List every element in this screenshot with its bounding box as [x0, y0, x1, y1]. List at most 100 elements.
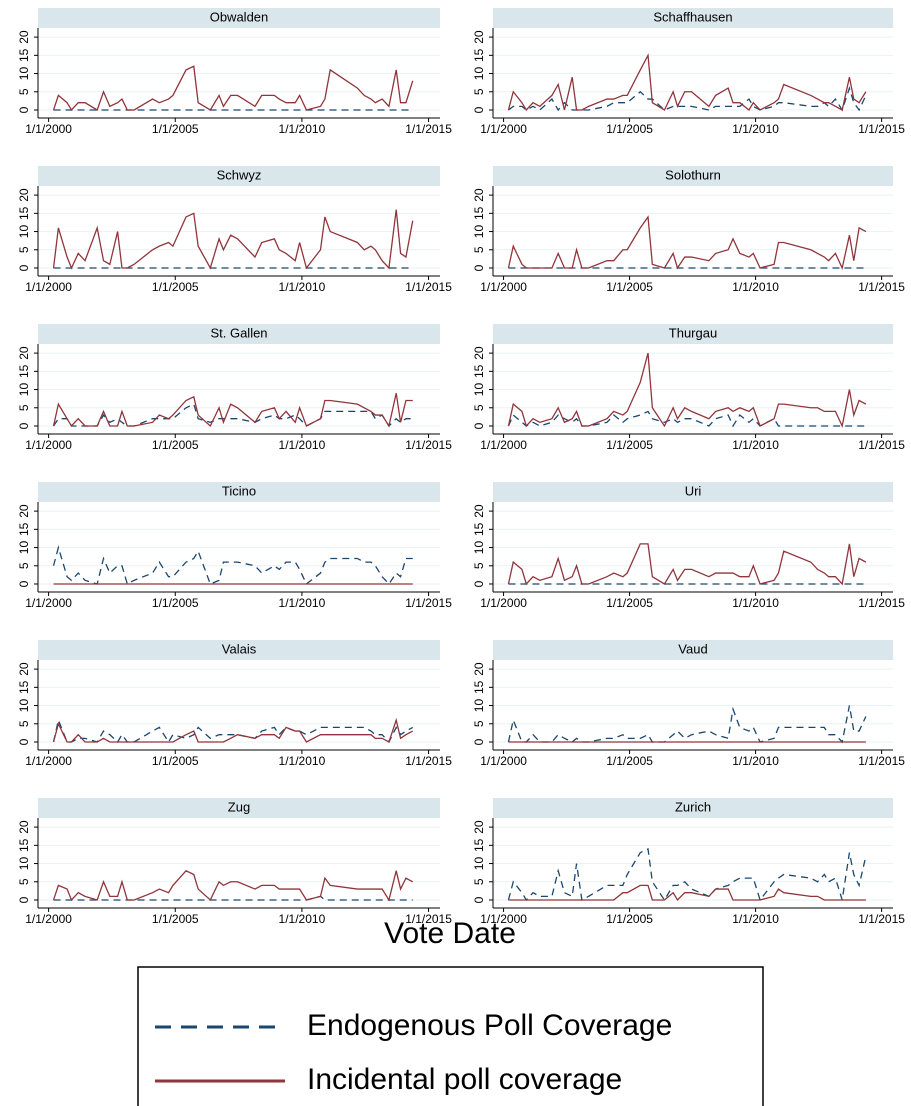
- x-tick-label: 1/1/2015: [405, 438, 452, 452]
- x-tick-label: 1/1/2000: [25, 596, 72, 610]
- panel-header: [493, 798, 893, 818]
- panel-title: Thurgau: [669, 325, 717, 340]
- y-tick-label: 10: [472, 541, 486, 555]
- x-tick-label: 1/1/2010: [732, 596, 779, 610]
- series-line: [53, 895, 413, 901]
- series-line: [507, 53, 867, 112]
- y-tick-label: 5: [17, 878, 31, 885]
- legend-label: Incidental poll coverage: [307, 1063, 622, 1096]
- x-tick-label: 1/1/2015: [858, 596, 905, 610]
- x-tick-label: 1/1/2005: [152, 912, 199, 926]
- series-line: [52, 545, 413, 586]
- y-tick-label: 15: [472, 206, 486, 220]
- y-tick-label: 15: [17, 364, 31, 378]
- y-tick-label: 15: [472, 364, 486, 378]
- y-tick-label: 20: [17, 30, 31, 44]
- y-tick-label: 0: [472, 738, 486, 745]
- x-tick-label: 1/1/2015: [858, 754, 905, 768]
- panel-title: Schwyz: [217, 167, 262, 182]
- series-line: [508, 85, 867, 112]
- y-tick-label: 20: [472, 188, 486, 202]
- x-tick-label: 1/1/2000: [25, 754, 72, 768]
- y-tick-label: 20: [17, 662, 31, 676]
- y-tick-label: 15: [17, 680, 31, 694]
- panel-header: [493, 166, 893, 186]
- series-line: [507, 215, 867, 270]
- series-line: [52, 717, 414, 743]
- panel-title: Obwalden: [210, 9, 269, 24]
- series-line: [507, 352, 867, 429]
- x-tick-label: 1/1/2005: [606, 438, 653, 452]
- x-tick-label: 1/1/2005: [152, 596, 199, 610]
- y-tick-label: 0: [17, 896, 31, 903]
- y-tick-label: 15: [17, 838, 31, 852]
- y-tick-label: 5: [17, 88, 31, 95]
- series-line: [507, 848, 867, 902]
- y-tick-label: 5: [472, 720, 486, 727]
- series-line: [508, 884, 866, 902]
- x-tick-label: 1/1/2005: [152, 754, 199, 768]
- y-tick-label: 15: [17, 206, 31, 220]
- series-line: [52, 393, 413, 428]
- panel-header: [493, 324, 893, 344]
- panel-header: [38, 798, 440, 818]
- x-tick-label: 1/1/2015: [405, 754, 452, 768]
- y-tick-label: 5: [472, 88, 486, 95]
- panel-header: [38, 640, 440, 660]
- y-tick-label: 10: [17, 67, 31, 81]
- panel-title: Vaud: [678, 641, 707, 656]
- y-tick-label: 20: [17, 504, 31, 518]
- y-tick-label: 20: [17, 820, 31, 834]
- panel-header: [493, 8, 893, 28]
- y-tick-label: 5: [17, 246, 31, 253]
- x-tick-label: 1/1/2000: [25, 438, 72, 452]
- panel-title: Schaffhausen: [653, 9, 732, 24]
- x-tick-label: 1/1/2010: [279, 596, 326, 610]
- y-tick-label: 10: [17, 383, 31, 397]
- y-tick-label: 5: [472, 246, 486, 253]
- x-tick-label: 1/1/2005: [606, 912, 653, 926]
- panel-title: Solothurn: [665, 167, 721, 182]
- x-tick-label: 1/1/2010: [732, 122, 779, 136]
- y-tick-label: 0: [17, 422, 31, 429]
- series-line: [52, 870, 414, 902]
- y-tick-label: 0: [472, 264, 486, 271]
- y-tick-label: 10: [472, 857, 486, 871]
- y-tick-label: 10: [472, 699, 486, 713]
- y-tick-label: 10: [17, 699, 31, 713]
- y-tick-label: 0: [17, 264, 31, 271]
- y-tick-label: 0: [17, 106, 31, 113]
- y-tick-label: 10: [17, 541, 31, 555]
- y-tick-label: 20: [17, 346, 31, 360]
- x-tick-label: 1/1/2005: [152, 438, 199, 452]
- x-tick-label: 1/1/2015: [405, 596, 452, 610]
- panel-header: [493, 640, 893, 660]
- x-tick-label: 1/1/2010: [279, 438, 326, 452]
- x-tick-label: 1/1/2015: [858, 912, 905, 926]
- x-tick-label: 1/1/2000: [480, 122, 527, 136]
- x-tick-label: 1/1/2010: [732, 280, 779, 294]
- y-tick-label: 20: [472, 504, 486, 518]
- y-tick-label: 5: [472, 562, 486, 569]
- x-tick-label: 1/1/2000: [480, 754, 527, 768]
- x-tick-label: 1/1/2005: [152, 280, 199, 294]
- panel-title: Valais: [222, 641, 257, 656]
- y-tick-label: 15: [17, 48, 31, 62]
- x-tick-label: 1/1/2005: [606, 754, 653, 768]
- y-tick-label: 10: [17, 225, 31, 239]
- x-tick-label: 1/1/2000: [480, 596, 527, 610]
- panel-title: Ticino: [222, 483, 256, 498]
- x-tick-label: 1/1/2015: [858, 122, 905, 136]
- series-line: [52, 209, 414, 270]
- y-tick-label: 10: [472, 225, 486, 239]
- y-tick-label: 15: [472, 680, 486, 694]
- y-tick-label: 15: [17, 522, 31, 536]
- y-tick-label: 15: [472, 522, 486, 536]
- x-tick-label: 1/1/2000: [480, 912, 527, 926]
- panel-header: [493, 482, 893, 502]
- x-tick-label: 1/1/2010: [732, 912, 779, 926]
- x-tick-label: 1/1/2000: [25, 912, 72, 926]
- x-tick-label: 1/1/2005: [606, 280, 653, 294]
- x-axis-label: Vote Date: [384, 917, 516, 950]
- panel-title: St. Gallen: [210, 325, 267, 340]
